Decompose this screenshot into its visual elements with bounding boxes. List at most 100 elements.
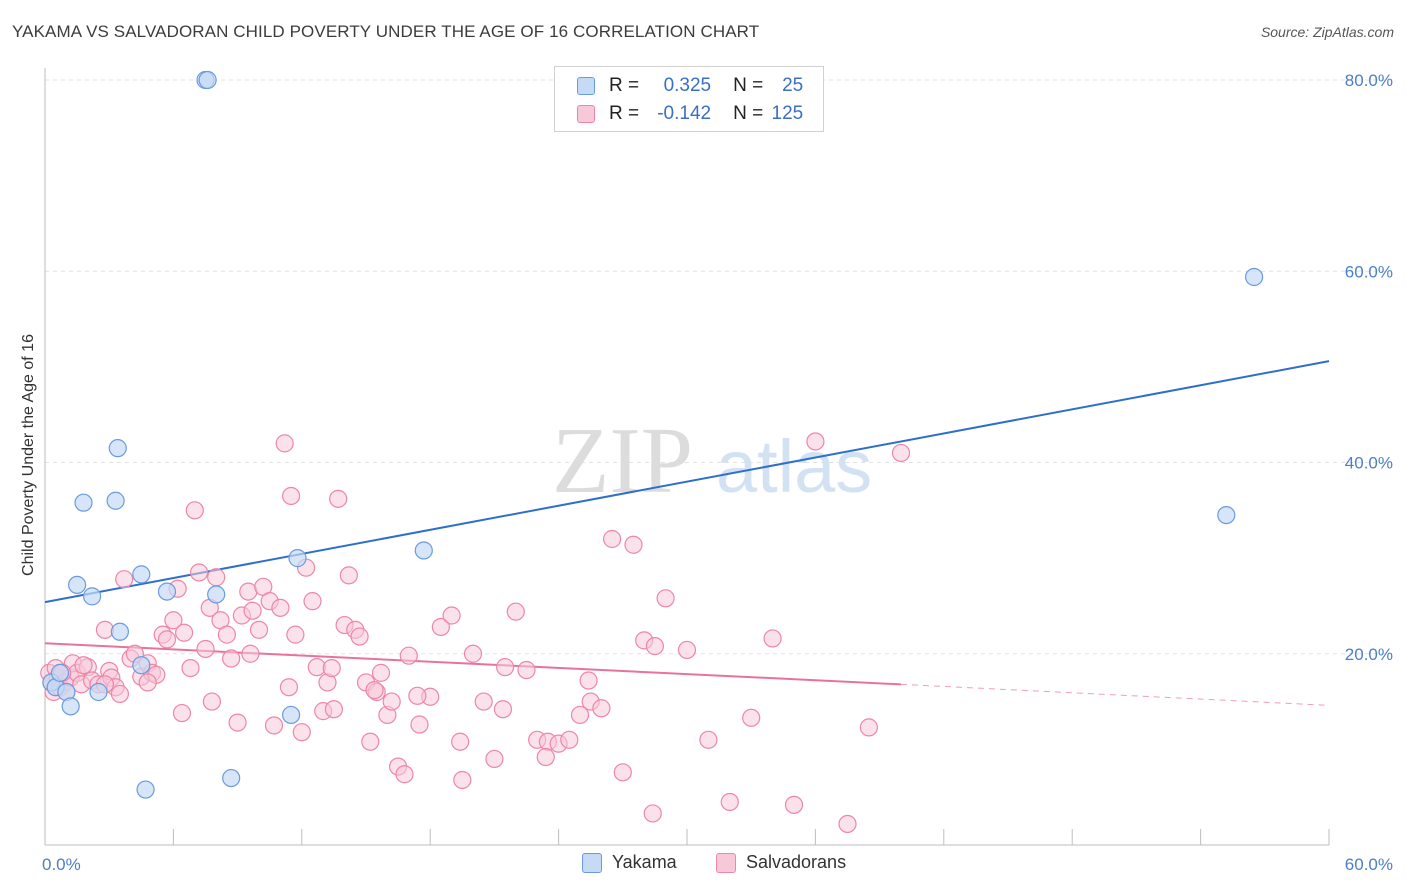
salvadorans-point <box>249 620 269 639</box>
legend-row-yakama: R = 0.325 N = 25 <box>577 73 803 99</box>
salvadorans-point <box>451 732 470 751</box>
salvadorans-point <box>202 692 222 711</box>
salvadorans-point <box>453 770 472 790</box>
x-tick-label-max: 60.0% <box>1345 855 1393 874</box>
yakama-point <box>1244 267 1264 287</box>
salvadorans-point <box>474 692 493 711</box>
salvadorans-r-value: -0.142 <box>657 103 712 124</box>
salvadorans-point <box>579 671 598 690</box>
yakama-point <box>288 549 307 568</box>
salvadorans-point <box>395 765 414 784</box>
salvadorans-point <box>361 732 380 751</box>
salvadorans-point <box>613 763 632 782</box>
salvadorans-point <box>410 715 429 734</box>
stats-legend: R = 0.325 N = 25 R = -0.142 N = 125 <box>554 66 824 132</box>
salvadorans-point <box>645 636 665 656</box>
watermark: ZIP atlas <box>552 409 872 513</box>
salvadorans-point <box>196 639 215 659</box>
yakama-swatch <box>577 77 595 95</box>
salvadorans-point <box>463 644 483 663</box>
salvadorans-point <box>677 640 697 660</box>
yakama-point <box>106 491 125 510</box>
yakama-point <box>50 663 70 682</box>
salvadorans-point <box>382 692 401 711</box>
chart-title: YAKAMA VS SALVADORAN CHILD POVERTY UNDER… <box>12 22 760 41</box>
watermark-atlas: atlas <box>716 425 872 508</box>
salvadorans-point <box>279 678 299 697</box>
yakama-point <box>136 780 155 799</box>
yakama-point <box>198 70 217 90</box>
salvadorans-point <box>303 592 322 611</box>
yakama-point <box>207 585 226 604</box>
yakama-point <box>67 575 87 595</box>
trendline-yakama <box>44 360 1330 604</box>
salvadorans-point <box>172 703 192 723</box>
salvadorans-point <box>624 535 643 554</box>
yakama-point <box>222 768 241 788</box>
salvadorans-point <box>602 529 622 549</box>
salvadorans-point <box>241 644 260 663</box>
salvadorans-point <box>560 730 579 749</box>
salvadorans-point <box>322 658 341 678</box>
yakama-point <box>89 682 108 702</box>
salvadorans-point <box>228 713 247 732</box>
salvadorans-point <box>217 625 236 644</box>
salvadorans-point <box>806 432 825 451</box>
yakama-point <box>282 705 301 725</box>
salvadorans-point <box>275 434 294 453</box>
salvadorans-n-value: 125 <box>771 103 804 124</box>
x-tick-label-min: 0.0% <box>42 855 81 874</box>
yakama-point <box>132 656 151 675</box>
salvadorans-point <box>339 566 358 585</box>
yakama-point <box>74 493 93 512</box>
salvadorans-point <box>271 598 290 617</box>
trendline-salvadorans-extrapolated <box>900 683 1330 706</box>
salvadorans-point <box>784 795 804 814</box>
salvadorans-point <box>431 617 450 637</box>
salvadorans-point <box>239 582 258 601</box>
salvadorans-point <box>264 716 284 735</box>
salvadorans-point <box>329 489 348 508</box>
salvadorans-point <box>720 792 739 812</box>
salvadorans-point <box>292 723 311 742</box>
salvadorans-point <box>350 627 369 646</box>
salvadorans-point <box>570 705 590 725</box>
salvadorans-point <box>95 620 115 639</box>
yakama-point <box>82 587 102 606</box>
bottom-legend-salvadorans: Salvadorans <box>716 852 846 873</box>
yakama-legend-label: Yakama <box>612 852 677 872</box>
yakama-point <box>414 541 433 560</box>
salvadorans-point <box>496 658 515 677</box>
yakama-point <box>61 697 80 716</box>
salvadorans-swatch <box>577 105 595 123</box>
salvadorans-point <box>506 602 525 621</box>
salvadorans-point <box>243 601 262 620</box>
salvadorans-point <box>189 563 209 582</box>
salvadorans-point <box>891 443 911 463</box>
trendline-salvadorans <box>44 642 902 686</box>
salvadorans-point <box>763 629 782 648</box>
axes <box>44 68 1330 846</box>
salvadorans-point <box>157 630 177 649</box>
yakama-point <box>1217 505 1236 525</box>
tick-labels: 20.0% 40.0% 60.0% 80.0% 0.0% 60.0% <box>42 71 1393 874</box>
yakama-legend-swatch <box>582 852 602 873</box>
y-tick-label: 20.0% <box>1345 645 1393 664</box>
salvadorans-point <box>656 589 675 608</box>
salvadorans-point <box>115 570 134 589</box>
bottom-legend-yakama: Yakama <box>582 852 677 873</box>
gridlines <box>45 79 1392 655</box>
salvadorans-point <box>493 700 513 719</box>
salvadorans-point <box>442 606 461 625</box>
salvadorans-point <box>138 673 157 692</box>
salvadorans-point <box>286 625 305 644</box>
salvadorans-point <box>838 814 857 834</box>
trendlines <box>44 360 1330 706</box>
r-label: R = <box>609 103 640 124</box>
yakama-point <box>132 565 151 584</box>
y-tick-label: 80.0% <box>1345 71 1393 90</box>
watermark-zip: ZIP <box>552 409 693 513</box>
salvadorans-point <box>324 700 343 719</box>
yakama-n-value: 25 <box>782 75 804 96</box>
salvadorans-point <box>485 749 504 769</box>
